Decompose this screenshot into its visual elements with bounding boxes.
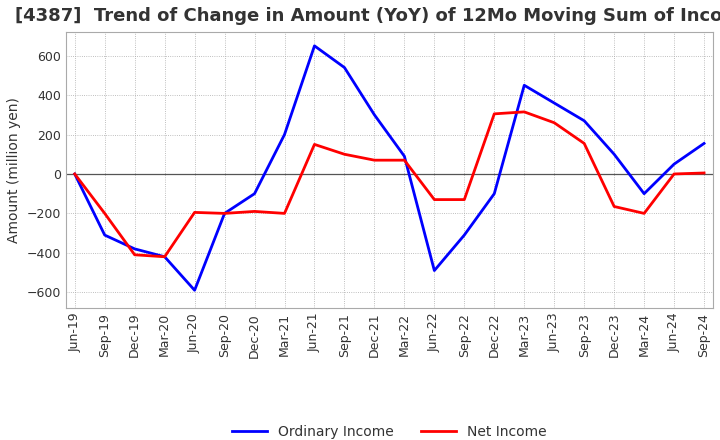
Ordinary Income [640,191,649,196]
Net Income [280,211,289,216]
Net Income [610,204,618,209]
Net Income [670,171,678,176]
Ordinary Income [100,232,109,238]
Ordinary Income [251,191,259,196]
Net Income [220,211,229,216]
Ordinary Income [550,100,559,106]
Ordinary Income [370,112,379,117]
Ordinary Income [220,211,229,216]
Net Income [580,141,588,146]
Net Income [430,197,438,202]
Ordinary Income [190,288,199,293]
Ordinary Income [610,152,618,157]
Net Income [460,197,469,202]
Line: Ordinary Income: Ordinary Income [75,46,704,290]
Net Income [370,158,379,163]
Ordinary Income [400,154,409,159]
Ordinary Income [161,254,169,260]
Legend: Ordinary Income, Net Income: Ordinary Income, Net Income [226,419,552,440]
Y-axis label: Amount (million yen): Amount (million yen) [7,97,21,243]
Ordinary Income [71,171,79,176]
Net Income [190,210,199,215]
Net Income [100,211,109,216]
Ordinary Income [700,141,708,146]
Ordinary Income [490,191,499,196]
Ordinary Income [520,83,528,88]
Ordinary Income [580,118,588,123]
Title: [4387]  Trend of Change in Amount (YoY) of 12Mo Moving Sum of Incomes: [4387] Trend of Change in Amount (YoY) o… [15,7,720,25]
Net Income [310,142,319,147]
Ordinary Income [460,232,469,238]
Net Income [400,158,409,163]
Ordinary Income [430,268,438,273]
Net Income [340,152,348,157]
Ordinary Income [310,43,319,48]
Net Income [161,254,169,260]
Line: Net Income: Net Income [75,112,704,257]
Net Income [490,111,499,117]
Net Income [700,170,708,176]
Ordinary Income [130,246,139,252]
Net Income [520,109,528,114]
Net Income [550,120,559,125]
Net Income [71,171,79,176]
Ordinary Income [280,132,289,137]
Net Income [130,252,139,257]
Ordinary Income [670,161,678,167]
Ordinary Income [340,65,348,70]
Net Income [640,211,649,216]
Net Income [251,209,259,214]
